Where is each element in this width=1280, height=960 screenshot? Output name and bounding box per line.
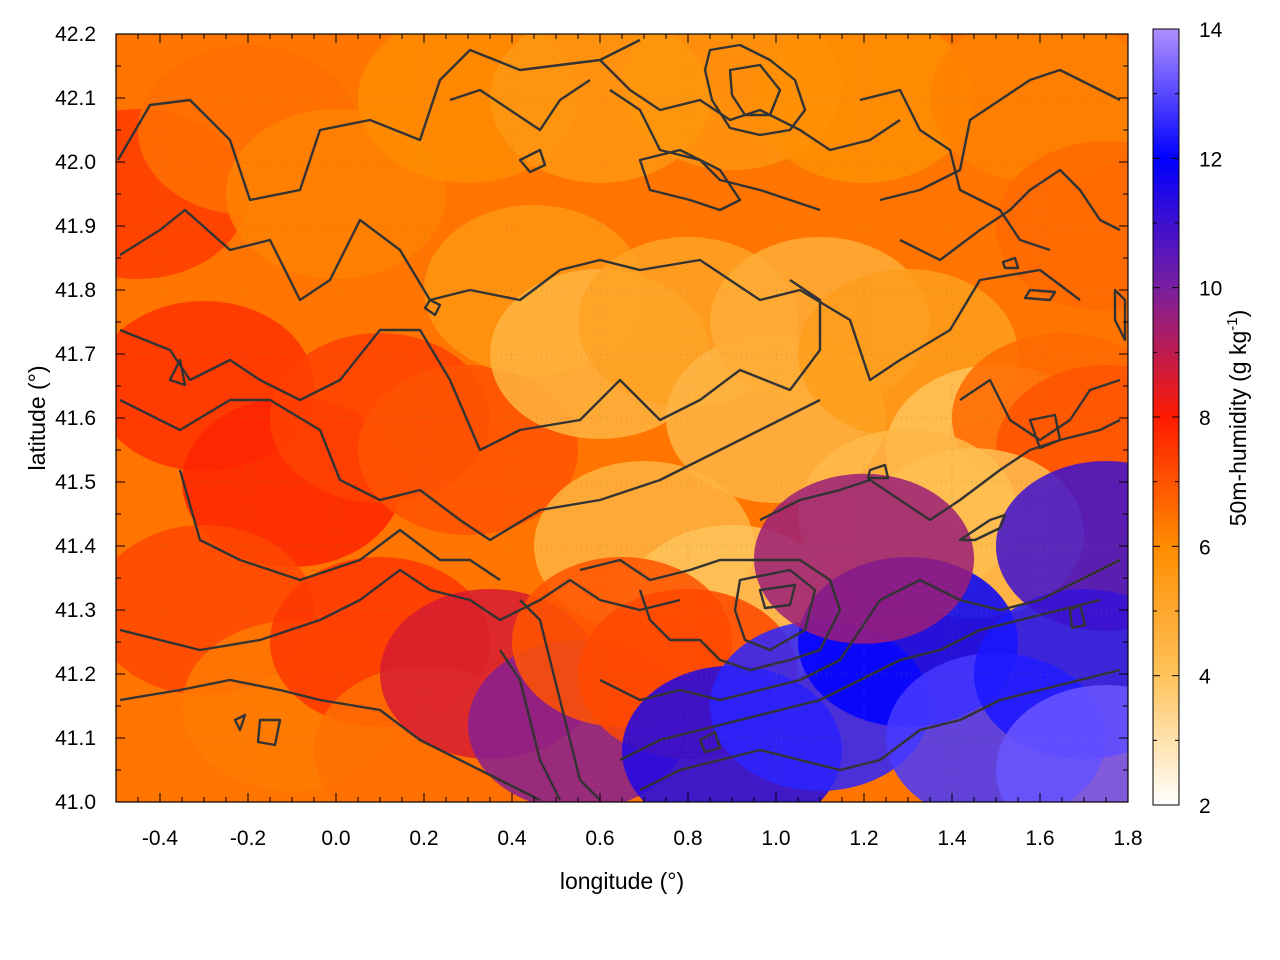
- y-tick-label: 41.4: [55, 535, 96, 558]
- colorbar-title-main: 50m-humidity (g kg: [1225, 331, 1251, 527]
- y-axis-tick-labels: 41.0 41.1 41.2 41.3 41.4 41.5 41.6 41.7 41.8 41.9…: [55, 23, 96, 814]
- x-tick-label: 0.2: [409, 827, 438, 850]
- heatmap-cell: [754, 473, 974, 644]
- colorbar-tick-label: 10: [1199, 278, 1222, 301]
- x-tick-label: 0.4: [497, 827, 527, 850]
- contour-line: [119, 398, 821, 542]
- contour-line: [619, 598, 1101, 762]
- contour-line: [638, 148, 742, 212]
- heatmap-field: [116, 34, 1128, 802]
- contour-line: [499, 649, 562, 801]
- contour-line: [759, 418, 1121, 522]
- y-tick-label: 42.2: [55, 23, 96, 46]
- y-tick-label: 41.1: [55, 727, 96, 750]
- contour-line: [599, 558, 1121, 702]
- contour-line: [119, 678, 541, 802]
- y-axis-ticks: [116, 33, 1128, 803]
- contour-line: [1068, 603, 1087, 630]
- y-tick-label: 41.5: [55, 471, 96, 494]
- x-tick-label: 1.6: [1025, 827, 1054, 850]
- x-tick-label: -0.4: [142, 827, 179, 850]
- heatmap-cell: [996, 685, 1128, 802]
- x-tick-label: 1.2: [849, 827, 878, 850]
- colorbar-title-end: ): [1225, 310, 1251, 318]
- x-axis-tick-labels: -0.4 -0.2 0.0 0.2 0.4 0.6 0.8 1.0 1.2 1.4 1.6 1.8: [142, 827, 1143, 850]
- x-tick-label: 0.0: [321, 827, 350, 850]
- contour-line: [758, 583, 797, 610]
- x-tick-label: 1.0: [761, 827, 790, 850]
- colorbar-tick-label: 2: [1199, 795, 1211, 818]
- x-tick-label: 0.6: [585, 827, 614, 850]
- x-tick-label: -0.2: [230, 827, 266, 850]
- contour-line: [1001, 256, 1020, 270]
- contour-line: [233, 713, 247, 732]
- heatmap-regions: [116, 34, 1128, 802]
- contour-line: [119, 208, 1081, 382]
- contour-line: [899, 168, 1121, 262]
- contour-line: [958, 513, 1007, 542]
- x-tick-label: 1.8: [1113, 827, 1142, 850]
- contour-line: [733, 568, 817, 652]
- contour-line: [168, 358, 187, 387]
- y-tick-label: 41.8: [55, 279, 96, 302]
- colorbar-ticks: [1153, 28, 1179, 806]
- colorbar: 2 4 6 8 10 12 14 50m-humidity (g kg-1): [1152, 19, 1251, 818]
- colorbar-tick-labels: 2 4 6 8 10 12 14: [1199, 19, 1223, 818]
- y-tick-label: 41.2: [55, 663, 96, 686]
- colorbar-tick-label: 12: [1199, 148, 1222, 171]
- contour-line: [116, 38, 641, 202]
- contour-line: [518, 148, 547, 174]
- contour-line: [859, 88, 1051, 252]
- contour-line: [423, 298, 442, 317]
- y-tick-label: 41.0: [55, 791, 96, 814]
- contour-lines: [116, 38, 1127, 802]
- contour-line: [698, 730, 722, 754]
- x-tick-label: 1.4: [937, 827, 967, 850]
- contour-line: [1113, 288, 1127, 342]
- heatmap-cell: [754, 34, 974, 183]
- colorbar-tick-label: 6: [1199, 536, 1211, 559]
- colorbar-tick-label: 14: [1199, 19, 1223, 42]
- y-tick-label: 42.1: [55, 87, 96, 110]
- contour-line: [579, 558, 842, 672]
- colorbar-title-superscript: -1: [1224, 317, 1241, 330]
- contour-line: [119, 568, 681, 652]
- x-axis-title: longitude (°): [560, 868, 684, 894]
- contour-line: [119, 279, 822, 452]
- contour-line: [1028, 413, 1062, 450]
- heatmap-cell: [996, 461, 1128, 631]
- grid-lines: [116, 34, 1128, 802]
- contour-line: [703, 43, 807, 137]
- contour-line: [449, 79, 591, 132]
- contour-line: [1023, 288, 1057, 302]
- x-tick-label: 0.8: [673, 827, 702, 850]
- contour-line: [519, 599, 601, 801]
- y-tick-label: 41.3: [55, 599, 96, 622]
- y-axis-title: latitude (°): [24, 365, 50, 470]
- x-axis-ticks: [115, 34, 1129, 802]
- colorbar-tick-label: 8: [1199, 407, 1211, 430]
- contour-line: [609, 89, 821, 212]
- y-tick-label: 41.6: [55, 407, 96, 430]
- contour-line: [178, 469, 501, 582]
- colorbar-title: 50m-humidity (g kg-1): [1224, 310, 1251, 527]
- contour-line: [728, 63, 782, 117]
- y-tick-label: 41.7: [55, 343, 96, 366]
- contour-line: [256, 718, 282, 747]
- contour-line: [879, 68, 1121, 202]
- heatmap-cell: [996, 141, 1128, 311]
- y-tick-label: 41.9: [55, 215, 96, 238]
- y-tick-label: 42.0: [55, 151, 96, 174]
- contour-line: [866, 463, 890, 480]
- colorbar-tick-label: 4: [1199, 666, 1211, 689]
